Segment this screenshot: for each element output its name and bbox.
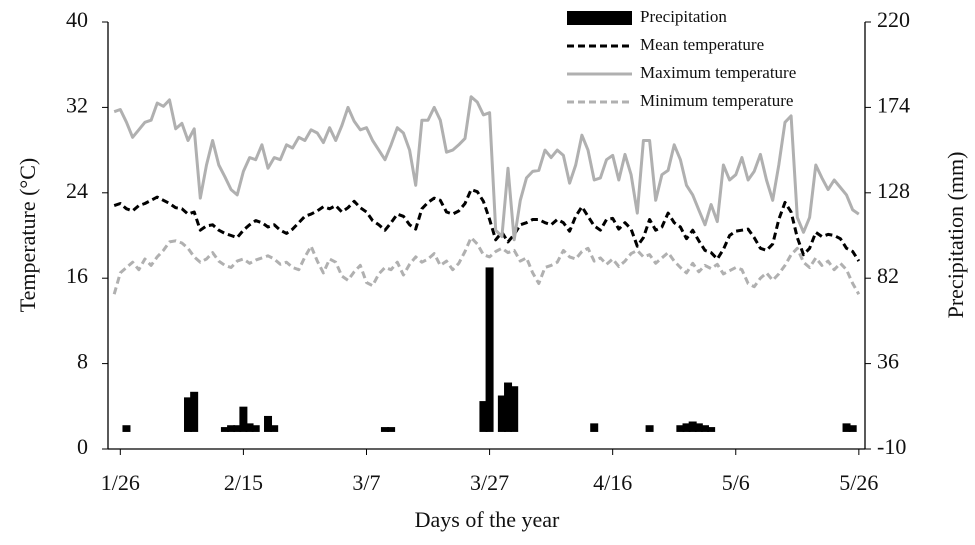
precipitation-bar (239, 406, 248, 432)
y-tick-label: 16 (66, 263, 88, 288)
y-tick-label: 0 (77, 434, 88, 459)
precipitation-bar (510, 386, 519, 432)
precipitation-bar (233, 425, 242, 432)
legend-label: Minimum temperature (640, 91, 793, 110)
precipitation-bar (184, 397, 193, 432)
y2-tick-label: 174 (877, 92, 910, 117)
line-series (112, 236, 861, 295)
y2-tick-label: 36 (877, 349, 899, 374)
precipitation-bar (485, 267, 494, 432)
precipitation-bar (122, 425, 131, 432)
precipitation-bar (676, 425, 685, 432)
x-tick-label: 1/26 (101, 470, 140, 495)
x-tick-label: 5/6 (722, 470, 750, 495)
legend-label: Precipitation (640, 7, 727, 26)
y-tick-label: 40 (66, 7, 88, 32)
y-axis-title: Temperature (°C) (15, 158, 40, 312)
y-tick-label: 24 (66, 178, 88, 203)
y2-tick-label: -10 (877, 434, 906, 459)
precipitation-bar (842, 423, 851, 432)
precipitation-bar (264, 415, 273, 432)
precipitation-bar (245, 423, 254, 432)
y2-tick-label: 220 (877, 7, 910, 32)
legend-swatch (567, 11, 632, 25)
precipitation-bar (848, 425, 857, 432)
precipitation-bar (387, 427, 396, 432)
precipitation-bar (694, 423, 703, 432)
precipitation-bar (497, 395, 506, 432)
legend-label: Mean temperature (640, 35, 764, 54)
precipitation-bar (504, 382, 513, 432)
precipitation-bar (590, 423, 599, 432)
precipitation-bar (707, 427, 716, 432)
precipitation-bar (479, 401, 488, 432)
x-tick-label: 3/27 (470, 470, 509, 495)
precipitation-bar (645, 425, 654, 432)
y2-tick-label: 128 (877, 178, 910, 203)
x-tick-label: 4/16 (593, 470, 632, 495)
x-tick-label: 2/15 (224, 470, 263, 495)
precipitation-bar (251, 425, 260, 432)
x-axis-title: Days of the year (415, 507, 560, 532)
legend-label: Maximum temperature (640, 63, 796, 82)
y2-tick-label: 82 (877, 263, 899, 288)
y-tick-label: 32 (66, 92, 88, 117)
x-tick-label: 3/7 (352, 470, 380, 495)
precipitation-bar (220, 427, 229, 432)
precipitation-bar (270, 425, 279, 432)
precipitation-bar (190, 391, 199, 432)
line-series (113, 188, 861, 262)
precipitation-bar (227, 425, 236, 432)
precipitation-bar (700, 425, 709, 432)
x-tick-label: 5/26 (839, 470, 878, 495)
precipitation-bar (380, 427, 389, 432)
line-series (113, 95, 860, 242)
precipitation-bar (682, 423, 691, 432)
precipitation-bar (688, 421, 697, 432)
y-tick-label: 8 (77, 349, 88, 374)
y2-axis-title: Precipitation (mm) (943, 152, 968, 319)
